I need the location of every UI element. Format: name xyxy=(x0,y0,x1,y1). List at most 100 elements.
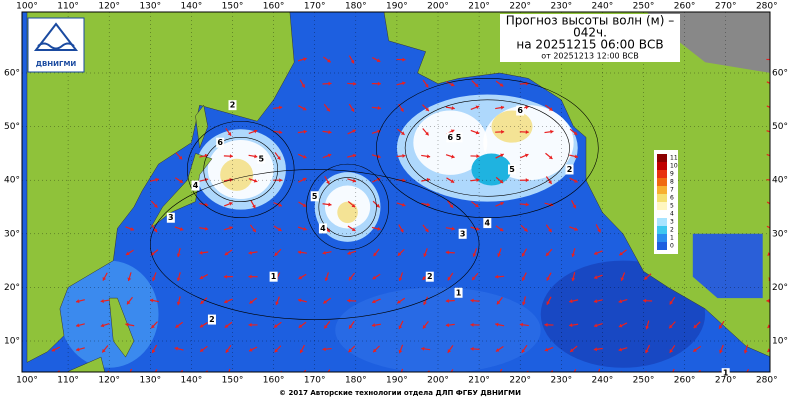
legend-swatch xyxy=(657,210,667,218)
lat-label: 20° xyxy=(772,283,788,293)
contour-label: 2 xyxy=(566,164,574,174)
contour-label: 4 xyxy=(192,181,200,191)
legend-swatch xyxy=(657,234,667,242)
lon-label: 150° xyxy=(222,2,244,12)
legend-label: 6 xyxy=(670,195,674,202)
lon-label: 140° xyxy=(181,376,203,386)
lon-label: 280° xyxy=(756,2,778,12)
lat-label: 50° xyxy=(772,122,788,132)
lon-label: 100° xyxy=(16,2,38,12)
lon-label: 110° xyxy=(57,2,79,12)
contour-label: 4 xyxy=(319,223,327,233)
contour-value: 5 xyxy=(312,192,318,201)
legend-swatch xyxy=(657,218,667,226)
lon-label: 270° xyxy=(715,376,737,386)
lon-label: 190° xyxy=(386,376,408,386)
contour-value: 6 xyxy=(517,106,523,115)
legend-swatch xyxy=(657,202,667,210)
legend-swatch xyxy=(657,186,667,194)
lat-label: 60° xyxy=(772,69,788,79)
lon-label: 200° xyxy=(427,2,449,12)
contour-label: 6 xyxy=(216,138,224,148)
arrow-head xyxy=(772,155,776,159)
lon-label: 110° xyxy=(57,376,79,386)
contour-value: 5 xyxy=(509,165,515,174)
contour-value: 4 xyxy=(320,224,326,233)
lon-label: 170° xyxy=(304,376,326,386)
wave-arrow xyxy=(249,373,258,374)
lat-label: 10° xyxy=(4,337,20,347)
contour-label: 3 xyxy=(459,229,467,239)
contour-label: 5 xyxy=(455,132,463,142)
contour-value: 1 xyxy=(456,288,462,297)
legend-label: 3 xyxy=(670,219,674,226)
contour-value: 2 xyxy=(427,272,433,281)
contour-label: 1 xyxy=(270,272,278,282)
contour-value: 2 xyxy=(209,315,215,324)
wave-zone xyxy=(337,202,358,223)
lon-label: 120° xyxy=(98,2,120,12)
contour-value: 3 xyxy=(460,229,466,238)
lon-label: 150° xyxy=(222,376,244,386)
contour-label: 5 xyxy=(508,164,516,174)
contour-value: 6 xyxy=(217,138,223,147)
contour-value: 5 xyxy=(258,154,264,163)
lon-label: 140° xyxy=(181,2,203,12)
legend-label: 5 xyxy=(670,203,674,210)
arrow-head xyxy=(771,203,775,206)
contour-value: 6 xyxy=(448,133,454,142)
wave-zone xyxy=(220,159,253,191)
lon-label: 240° xyxy=(592,376,614,386)
lon-label: 250° xyxy=(633,2,655,12)
lon-label: 270° xyxy=(715,2,737,12)
issued-date: от 20251213 12:00 ВСВ xyxy=(541,52,639,61)
legend-swatch xyxy=(657,178,667,186)
lon-label: 170° xyxy=(304,2,326,12)
arrow-head xyxy=(772,58,775,62)
lon-label: 160° xyxy=(263,2,285,12)
lon-label: 210° xyxy=(468,376,490,386)
contour-label: 4 xyxy=(483,218,491,228)
legend-swatch xyxy=(657,162,667,170)
contour-label: 3 xyxy=(167,213,175,223)
arrow-head xyxy=(299,373,303,376)
legend-label: 10 xyxy=(670,163,678,170)
arrow-head xyxy=(175,372,179,375)
lat-label: 40° xyxy=(772,176,788,186)
lat-label: 30° xyxy=(4,229,20,239)
lon-label: 100° xyxy=(16,376,38,386)
contour-value: 5 xyxy=(456,133,462,142)
contour-label: 6 xyxy=(446,132,454,142)
contour-label: 1 xyxy=(455,288,463,298)
legend-label: 2 xyxy=(670,227,674,234)
legend-label: 9 xyxy=(670,171,674,178)
lon-label: 230° xyxy=(550,376,572,386)
lon-label: 180° xyxy=(345,2,367,12)
lon-label: 180° xyxy=(345,376,367,386)
legend-swatch xyxy=(657,226,667,234)
legend-swatch xyxy=(657,170,667,178)
contour-label: 6 xyxy=(516,106,524,116)
lon-label: 240° xyxy=(592,2,614,12)
legend-label: 7 xyxy=(670,187,674,194)
legend-label: 11 xyxy=(670,155,678,162)
arrow-head xyxy=(771,107,775,111)
lon-label: 130° xyxy=(139,376,161,386)
legend-label: 4 xyxy=(670,211,674,218)
arrow-head xyxy=(127,374,131,378)
lon-label: 190° xyxy=(386,2,408,12)
title-line: на 20251215 06:00 ВСВ xyxy=(516,38,663,52)
lon-label: 200° xyxy=(427,376,449,386)
legend-swatch xyxy=(657,154,667,162)
contour-label: 5 xyxy=(311,191,319,201)
lat-label: 40° xyxy=(4,176,20,186)
arrow-head xyxy=(422,372,426,375)
logo-label: ДВНИГМИ xyxy=(36,60,77,68)
lon-label: 210° xyxy=(468,2,490,12)
legend-label: 8 xyxy=(670,179,674,186)
contour-value: 4 xyxy=(193,181,199,190)
lon-label: 130° xyxy=(139,2,161,12)
arrow-head xyxy=(744,373,747,377)
